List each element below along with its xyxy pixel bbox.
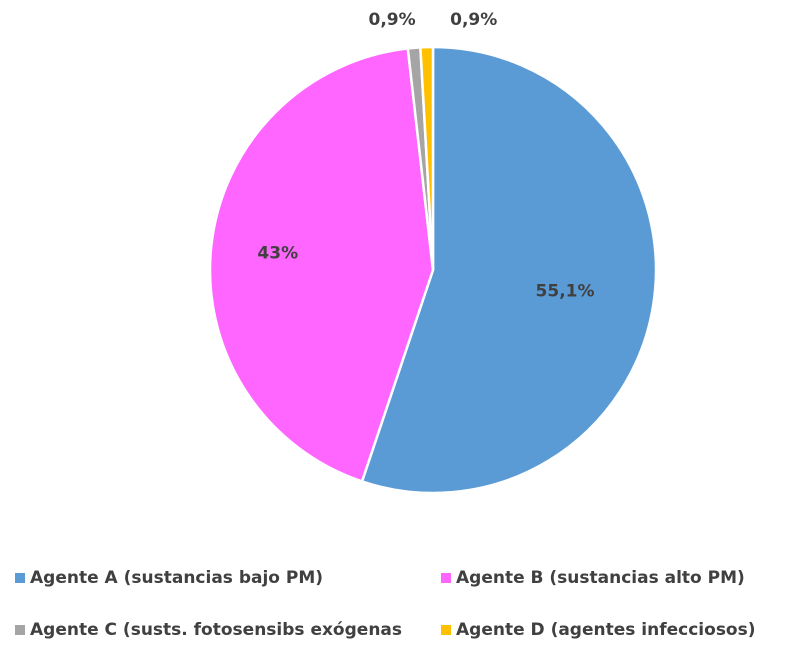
pie-slice: [419, 45, 435, 271]
legend-swatch: [441, 625, 451, 635]
legend-label: Agente C (susts. fotosensibs exógenas: [30, 620, 402, 640]
data-label: 0,9%: [450, 10, 497, 30]
legend-label: Agente D (agentes infecciosos): [456, 620, 756, 640]
legend-label: Agente A (sustancias bajo PM): [30, 568, 323, 588]
legend-swatch: [15, 625, 25, 635]
data-label: 55,1%: [536, 282, 595, 302]
data-label: 43%: [257, 244, 298, 264]
data-label: 0,9%: [369, 10, 416, 30]
pie-slice: [360, 45, 658, 495]
legend-label: Agente B (sustancias alto PM): [456, 568, 745, 588]
legend-swatch: [15, 573, 25, 583]
pie-slice: [208, 47, 435, 483]
legend-swatch: [441, 573, 451, 583]
